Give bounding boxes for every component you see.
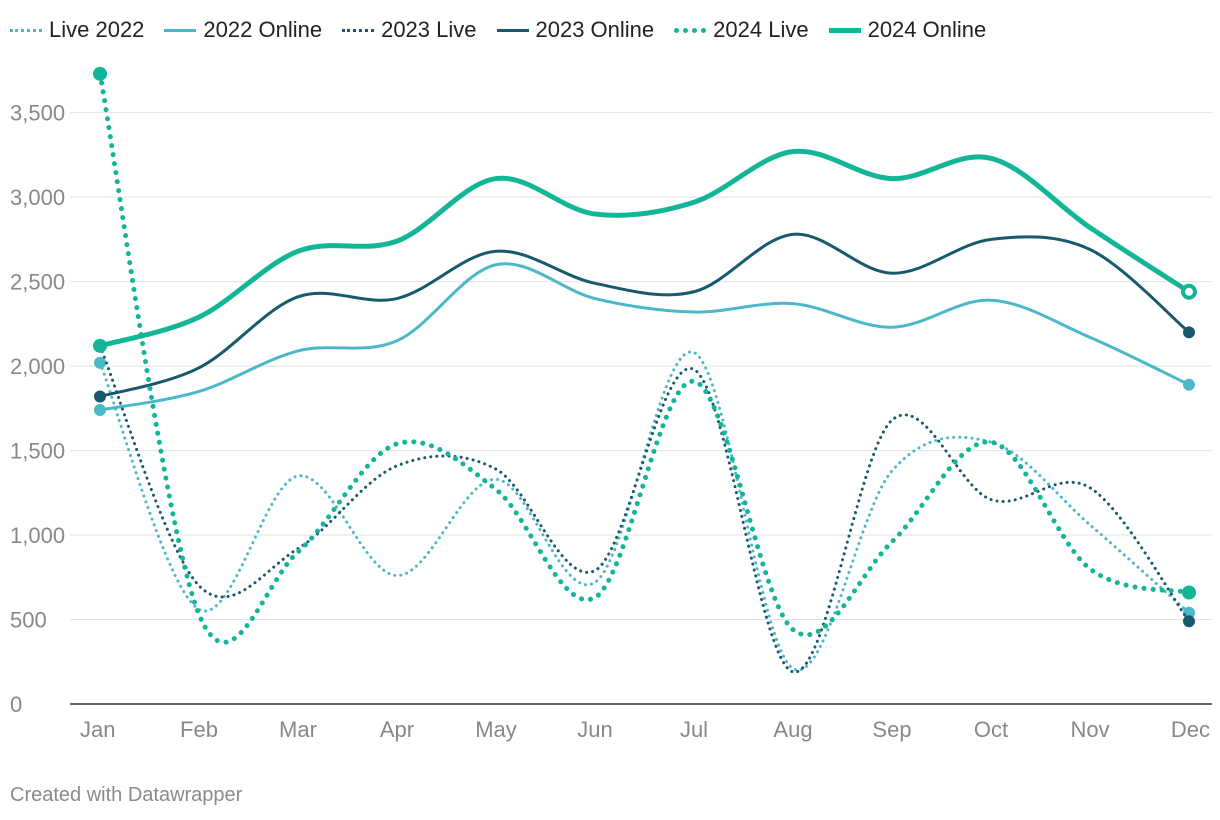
data-point [94, 356, 106, 369]
legend-label: 2023 Online [535, 17, 655, 42]
legend: Live 2022 2022 Online 2023 Live 2023 Onl… [10, 14, 986, 46]
legend-item-2022-online[interactable]: 2022 Online [164, 17, 322, 43]
legend-item-live-2022[interactable]: Live 2022 [10, 17, 144, 43]
x-tick-label: May [475, 717, 517, 742]
x-tick-label: Nov [1070, 717, 1109, 742]
x-tick-label: Sep [872, 717, 911, 742]
series-line [98, 232, 1191, 399]
x-tick-label: Dec [1171, 717, 1210, 742]
x-tick-label: Jan [80, 717, 115, 742]
data-point [1183, 378, 1195, 391]
data-point [93, 338, 107, 353]
legend-label: 2024 Live [713, 17, 809, 42]
legend-label: 2023 Live [381, 17, 477, 42]
y-tick-label: 0 [10, 692, 22, 717]
x-tick-label: Feb [180, 717, 218, 742]
data-point [1182, 585, 1196, 600]
series-line [97, 148, 1192, 349]
legend-swatch-icon [10, 28, 42, 32]
legend-swatch-icon [496, 28, 529, 32]
legend-swatch-icon [828, 27, 861, 33]
series-line [98, 262, 1191, 412]
series-2024-online [93, 148, 1197, 353]
data-point [1183, 615, 1195, 628]
y-tick-label: 2,500 [10, 270, 65, 295]
credit-text: Created with Datawrapper [10, 784, 243, 806]
series-2023-online [94, 232, 1195, 403]
y-tick-label: 3,000 [10, 185, 65, 210]
x-tick-label: Mar [279, 717, 317, 742]
data-point [94, 390, 106, 403]
x-tick-label: Apr [380, 717, 414, 742]
legend-swatch-icon [674, 27, 707, 33]
legend-label: 2022 Online [203, 17, 323, 42]
series-line [98, 350, 1191, 672]
y-tick-label: 2,000 [10, 354, 65, 379]
legend-item-2024-live[interactable]: 2024 Live [674, 17, 809, 43]
x-tick-label: Oct [974, 717, 1008, 742]
legend-item-2023-live[interactable]: 2023 Live [342, 17, 477, 43]
y-tick-label: 3,500 [10, 101, 65, 126]
data-point [1181, 283, 1197, 300]
legend-swatch-icon [342, 28, 375, 32]
legend-item-2023-online[interactable]: 2023 Online [496, 17, 655, 43]
series-2022-online [94, 262, 1195, 417]
gridlines [70, 112, 1212, 705]
legend-swatch-icon [164, 28, 197, 32]
data-point [94, 404, 106, 417]
series-2023-live [94, 339, 1195, 674]
series-live-2022 [94, 350, 1195, 672]
x-tick-label: Jul [680, 717, 708, 742]
series-line [97, 71, 1192, 645]
series-2024-live [93, 66, 1196, 645]
data-point [93, 66, 107, 81]
y-tick-label: 1,000 [10, 523, 65, 548]
series-line [98, 344, 1191, 674]
legend-item-2024-online[interactable]: 2024 Online [828, 17, 987, 43]
legend-label: Live 2022 [49, 17, 145, 42]
x-tick-label: Jun [577, 717, 612, 742]
y-tick-label: 1,500 [10, 439, 65, 464]
data-point [1183, 326, 1195, 339]
y-tick-label: 500 [10, 608, 47, 633]
x-tick-label: Aug [773, 717, 812, 742]
legend-label: 2024 Online [867, 17, 987, 42]
